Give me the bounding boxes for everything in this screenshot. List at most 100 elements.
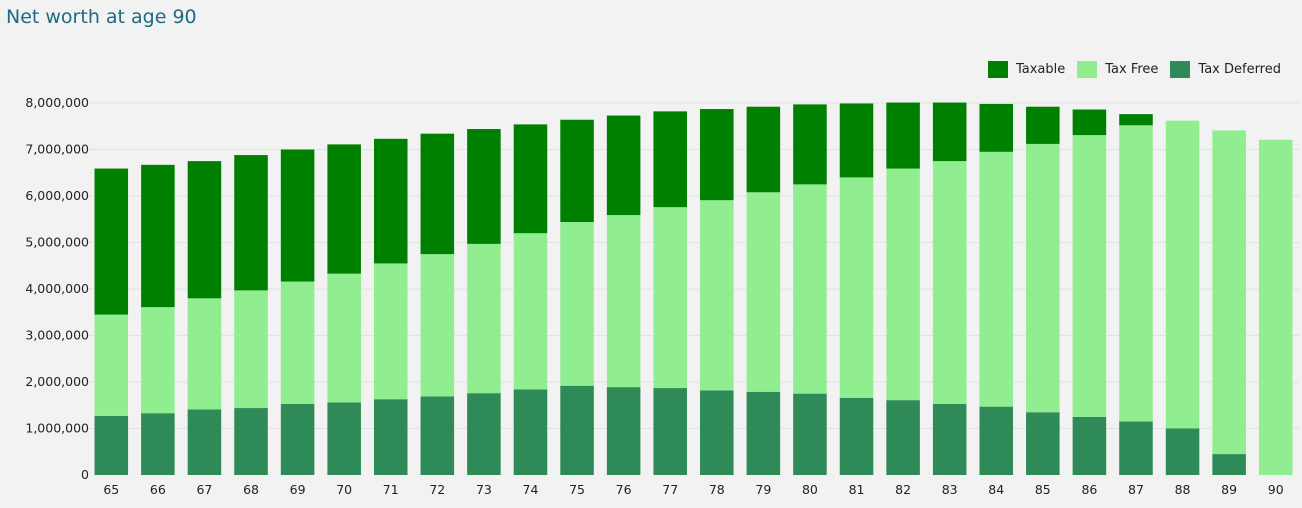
bar-tax-deferred-86[interactable] (1072, 416, 1107, 475)
bar-tax-free-68[interactable] (234, 290, 268, 409)
bar-taxable-67[interactable] (187, 161, 222, 299)
bar-taxable-87[interactable] (1119, 114, 1153, 126)
bar-taxable-85[interactable] (1026, 106, 1060, 144)
bar-tax-free-71[interactable] (373, 263, 408, 400)
bar-tax-free-66[interactable] (141, 307, 175, 414)
bar-tax-free-83[interactable] (932, 161, 967, 404)
bar-tax-free-86[interactable] (1072, 135, 1107, 417)
bar-tax-free-90[interactable] (1258, 139, 1293, 476)
bar-tax-deferred-81[interactable] (839, 397, 874, 475)
bar-tax-free-84[interactable] (979, 151, 1014, 407)
legend-label-tax-deferred: Tax Deferred (1198, 62, 1281, 77)
y-tick-label: 8,000,000 (25, 95, 89, 110)
bar-tax-free-89[interactable] (1212, 130, 1246, 455)
bar-tax-free-81[interactable] (839, 177, 874, 398)
x-tick-label: 82 (895, 482, 911, 497)
bar-tax-deferred-83[interactable] (932, 403, 967, 475)
bar-tax-deferred-71[interactable] (373, 399, 408, 475)
bar-tax-free-78[interactable] (700, 200, 734, 391)
bar-tax-deferred-85[interactable] (1026, 412, 1060, 475)
bar-tax-deferred-78[interactable] (700, 390, 734, 475)
bar-tax-free-74[interactable] (513, 233, 548, 390)
bar-taxable-71[interactable] (373, 138, 408, 264)
x-tick-label: 70 (336, 482, 352, 497)
bar-taxable-83[interactable] (932, 102, 967, 162)
bar-tax-deferred-70[interactable] (327, 402, 361, 475)
bar-taxable-73[interactable] (467, 129, 501, 244)
bar-tax-deferred-73[interactable] (467, 393, 501, 475)
bar-tax-free-85[interactable] (1026, 143, 1060, 413)
bar-tax-free-80[interactable] (793, 184, 827, 394)
bar-taxable-78[interactable] (700, 109, 734, 201)
legend-item-tax-deferred[interactable]: Tax Deferred (1170, 61, 1281, 78)
bar-tax-free-75[interactable] (560, 222, 594, 386)
bar-taxable-79[interactable] (746, 106, 781, 193)
legend-item-tax-free[interactable]: Tax Free (1077, 61, 1158, 78)
bar-tax-free-67[interactable] (187, 298, 222, 410)
bar-tax-deferred-89[interactable] (1212, 454, 1246, 475)
bar-tax-free-87[interactable] (1119, 125, 1153, 422)
bar-tax-free-77[interactable] (653, 207, 687, 389)
x-tick-label: 67 (196, 482, 212, 497)
y-tick-label: 5,000,000 (25, 235, 89, 250)
bar-tax-free-82[interactable] (886, 168, 920, 401)
bar-tax-deferred-77[interactable] (653, 388, 687, 475)
bar-taxable-70[interactable] (327, 144, 361, 274)
x-tick-label: 83 (942, 482, 958, 497)
bar-taxable-82[interactable] (886, 102, 920, 169)
bar-taxable-74[interactable] (513, 124, 548, 234)
bar-tax-free-65[interactable] (94, 314, 129, 416)
x-tick-label: 65 (103, 482, 119, 497)
grid-layer (88, 102, 1299, 429)
x-tick-label: 88 (1175, 482, 1191, 497)
bar-tax-free-72[interactable] (420, 254, 455, 397)
bar-tax-deferred-76[interactable] (606, 387, 641, 475)
x-tick-label: 79 (755, 482, 771, 497)
x-tick-label: 68 (243, 482, 259, 497)
bar-taxable-68[interactable] (234, 155, 268, 291)
bar-tax-deferred-69[interactable] (280, 403, 315, 475)
bar-taxable-72[interactable] (420, 133, 455, 255)
bar-tax-free-70[interactable] (327, 273, 361, 403)
legend-item-taxable[interactable]: Taxable (987, 61, 1065, 78)
y-tick-label: 1,000,000 (25, 421, 89, 436)
y-tick-label: 4,000,000 (25, 281, 89, 296)
legend-swatch-tax-deferred (1170, 61, 1191, 78)
bar-tax-deferred-74[interactable] (513, 389, 548, 475)
bar-tax-deferred-87[interactable] (1119, 421, 1153, 475)
bar-tax-deferred-79[interactable] (746, 391, 781, 475)
bar-taxable-76[interactable] (606, 115, 641, 216)
bar-taxable-66[interactable] (141, 164, 175, 308)
bar-tax-free-76[interactable] (606, 215, 641, 388)
bar-tax-deferred-88[interactable] (1165, 428, 1200, 476)
bar-tax-deferred-84[interactable] (979, 406, 1014, 475)
x-tick-label: 90 (1268, 482, 1284, 497)
bar-tax-deferred-66[interactable] (141, 413, 175, 475)
x-tick-label: 69 (290, 482, 306, 497)
x-tick-label: 86 (1081, 482, 1097, 497)
bar-tax-free-73[interactable] (467, 243, 501, 394)
bar-taxable-77[interactable] (653, 111, 687, 208)
bar-tax-deferred-75[interactable] (560, 385, 594, 475)
bar-tax-free-69[interactable] (280, 281, 315, 404)
bar-tax-deferred-65[interactable] (94, 415, 129, 475)
bar-taxable-69[interactable] (280, 149, 315, 282)
bar-taxable-84[interactable] (979, 103, 1014, 152)
bar-taxable-65[interactable] (94, 168, 129, 315)
x-tick-label: 73 (476, 482, 492, 497)
bar-taxable-86[interactable] (1072, 109, 1107, 136)
bar-tax-deferred-67[interactable] (187, 409, 222, 475)
legend-swatch-taxable (987, 61, 1008, 78)
bars-layer (94, 102, 1293, 476)
bar-taxable-80[interactable] (793, 104, 827, 185)
bar-taxable-75[interactable] (560, 119, 594, 223)
bar-tax-free-88[interactable] (1165, 120, 1200, 429)
bar-taxable-81[interactable] (839, 103, 874, 178)
bar-tax-deferred-82[interactable] (886, 400, 920, 475)
x-tick-label: 75 (569, 482, 585, 497)
bar-tax-deferred-72[interactable] (420, 396, 455, 475)
bar-tax-deferred-68[interactable] (234, 408, 268, 475)
page-title: Net worth at age 90 (6, 6, 197, 28)
bar-tax-free-79[interactable] (746, 192, 781, 392)
bar-tax-deferred-80[interactable] (793, 393, 827, 475)
